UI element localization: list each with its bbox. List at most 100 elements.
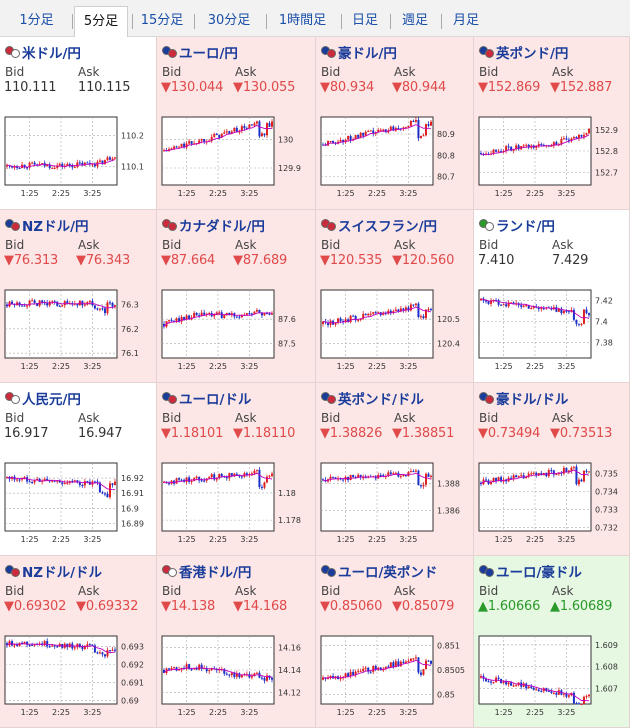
pair-title-link[interactable]: ランド/円 [479, 216, 555, 235]
tab-8[interactable]: 月足 [452, 13, 479, 28]
ask-price: 0.69332 [85, 599, 139, 614]
pair-title-link[interactable]: NZドル/ドル [5, 562, 102, 581]
y-tick-label: 7.4 [595, 317, 608, 326]
price-chart[interactable]: 0.693 0.692 0.691 0.69 1:25 2:25 3:25 [0, 632, 156, 725]
pair-title-link[interactable]: カナダドル/円 [162, 216, 265, 235]
pair-title-link[interactable]: NZドル/円 [5, 216, 89, 235]
tab-7[interactable]: 週足 [401, 13, 428, 28]
direction-arrow-icon: ▼ [550, 80, 560, 95]
pair-title-link[interactable]: 人民元/円 [5, 389, 81, 408]
candle-body [419, 672, 422, 675]
pair-name: 豪ドル/ドル [496, 392, 569, 408]
rate-card[interactable]: ユーロ/ドル Bid Ask ▼1.18101 ▼1.18110 1.18 1.178 1:2… [157, 383, 316, 556]
direction-arrow-icon: ▼ [392, 80, 402, 95]
pair-title-link[interactable]: ユーロ/円 [162, 43, 238, 62]
rate-card[interactable]: ユーロ/円 Bid Ask ▼130.044 ▼130.055 130 129.9 1:25 2… [157, 37, 316, 210]
direction-arrow-icon: ▼ [4, 253, 14, 268]
ask-price: 130.055 [242, 80, 296, 95]
pair-title-link[interactable]: 英ポンド/ドル [321, 389, 424, 408]
pair-title-link[interactable]: スイスフラン/円 [321, 216, 437, 235]
candle-body [235, 127, 238, 133]
rate-card[interactable]: NZドル/ドル Bid Ask ▼0.69302 ▼0.69332 0.693 0.692 0… [0, 556, 157, 728]
rate-card[interactable]: 香港ドル/円 Bid Ask ▼14.138 ▼14.168 14.16 14.14 14.1… [157, 556, 316, 728]
tab-5[interactable]: 1時間足 [278, 13, 327, 28]
candle-body [364, 131, 367, 136]
price-chart[interactable]: 0.735 0.734 0.733 0.732 1:25 2:25 3:25 [474, 459, 630, 552]
candle-body [11, 641, 14, 646]
candle-body [101, 492, 104, 494]
price-chart[interactable]: 14.16 14.14 14.12 1:25 2:25 3:25 [157, 632, 313, 725]
ask-label: Ask [552, 584, 574, 598]
pair-title-link[interactable]: ユーロ/ドル [162, 389, 251, 408]
price-chart[interactable]: 76.3 76.2 76.1 1:25 2:25 3:25 [0, 286, 156, 379]
rate-card[interactable]: 英ポンド/ドル Bid Ask ▼1.38826 ▼1.38851 1.388 1.386 1… [316, 383, 474, 556]
y-tick-label: 0.8505 [437, 666, 465, 675]
price-chart[interactable]: 80.9 80.8 80.7 1:25 2:25 3:25 [316, 113, 472, 206]
y-tick-label: 1.608 [595, 663, 618, 672]
rate-card[interactable]: 英ポンド/円 Bid Ask ▼152.869 ▼152.887 152.9 152.8 15… [474, 37, 630, 210]
price-chart[interactable]: 1.388 1.386 1:25 2:25 3:25 [316, 459, 472, 552]
direction-arrow-icon: ▼ [161, 253, 171, 268]
price-chart[interactable]: 1.609 1.608 1.607 1:25 2:25 3:25 [474, 632, 630, 725]
rate-card[interactable]: ユーロ/豪ドル Bid Ask ▲1.60666 ▲1.60689 1.609 1.608 1… [474, 556, 630, 728]
price-chart[interactable]: 120.5 120.4 1:25 2:25 3:25 [316, 286, 472, 379]
candle-body [505, 479, 508, 482]
candle-body [349, 671, 352, 677]
candle-body [250, 473, 253, 475]
candle-body [88, 301, 91, 303]
candle-body [170, 148, 173, 150]
price-chart[interactable]: 0.851 0.8505 0.85 1:25 2:25 3:25 [316, 632, 472, 725]
candle-body [352, 315, 355, 317]
rate-card[interactable]: 豪ドル/ドル Bid Ask ▼0.73494 ▼0.73513 0.735 0.734 0.… [474, 383, 630, 556]
y-tick-label: 152.9 [595, 126, 618, 135]
price-chart[interactable]: 87.6 87.5 1:25 2:25 3:25 [157, 286, 313, 379]
tab-1[interactable]: 1分足 [19, 13, 54, 28]
price-chart[interactable]: 7.42 7.4 7.38 1:25 2:25 3:25 [474, 286, 630, 379]
candle-body [520, 475, 523, 477]
pair-title-link[interactable]: ユーロ/豪ドル [479, 562, 582, 581]
pair-title-link[interactable]: ユーロ/英ポンド [321, 562, 437, 581]
price-chart[interactable]: 16.92 16.91 16.9 16.89 1:25 2:25 3:25 [0, 459, 156, 552]
tab-6[interactable]: 日足 [351, 13, 378, 28]
candle-body [210, 668, 213, 671]
rate-card[interactable]: NZドル/円 Bid Ask ▼76.313 ▼76.343 76.3 76.2 76.1 1:… [0, 210, 157, 383]
candle-body [48, 164, 51, 168]
candle-body [268, 313, 271, 315]
price-chart[interactable]: 110.2 110.1 1:25 2:25 3:25 [0, 113, 156, 206]
candle-body [394, 309, 397, 312]
x-tick-label: 2:25 [368, 535, 386, 544]
candle-body [114, 157, 116, 159]
candle-body [58, 305, 61, 307]
tab-4[interactable]: 30分足 [207, 13, 251, 28]
tab-2[interactable]: 5分足 [74, 6, 128, 38]
rate-card[interactable]: スイスフラン/円 Bid Ask ▼120.535 ▼120.560 120.5 120.4… [316, 210, 474, 383]
price-chart[interactable]: 152.9 152.8 152.7 1:25 2:25 3:25 [474, 113, 630, 206]
rate-card[interactable]: ユーロ/英ポンド Bid Ask ▼0.85060 ▼0.85079 0.851 0.850… [316, 556, 474, 728]
rate-card[interactable]: 豪ドル/円 Bid Ask ▼80.934 ▼80.944 80.9 80.8 80.7 1:2… [316, 37, 474, 210]
rate-card[interactable]: カナダドル/円 Bid Ask ▼87.664 ▼87.689 87.6 87.5 1:25 2… [157, 210, 316, 383]
candle-body [349, 135, 352, 141]
candle-body [402, 661, 405, 663]
candle-body [374, 666, 377, 670]
price-chart[interactable]: 130 129.9 1:25 2:25 3:25 [157, 113, 313, 206]
ask-value: ▼0.69332 [76, 599, 138, 614]
pair-title-link[interactable]: 豪ドル/ドル [479, 389, 569, 408]
candle-body [76, 643, 79, 648]
pair-title-link[interactable]: 豪ドル/円 [321, 43, 397, 62]
rate-card[interactable]: 人民元/円 Bid Ask 16.917 16.947 16.92 16.91 16.9 16.… [0, 383, 157, 556]
pair-title-link[interactable]: 米ドル/円 [5, 43, 81, 62]
price-chart[interactable]: 1.18 1.178 1:25 2:25 3:25 [157, 459, 313, 552]
rate-card[interactable]: ランド/円 Bid Ask 7.410 7.429 7.42 7.4 7.38 1:25 2:25… [474, 210, 630, 383]
candle-body [372, 312, 375, 314]
pair-name: 香港ドル/円 [179, 565, 252, 581]
pair-title-link[interactable]: 香港ドル/円 [162, 562, 252, 581]
ask-price: 120.560 [401, 253, 455, 268]
candle-body [248, 313, 251, 315]
pair-title-link[interactable]: 英ポンド/円 [479, 43, 568, 62]
candle-body [362, 132, 365, 136]
candle-body [359, 671, 362, 673]
tab-3[interactable]: 15分足 [140, 13, 184, 28]
candle-body [188, 315, 191, 320]
rate-card[interactable]: 米ドル/円 Bid Ask 110.111 110.115 110.2 110.1 1:25 2… [0, 37, 157, 210]
candle-body [339, 140, 342, 142]
